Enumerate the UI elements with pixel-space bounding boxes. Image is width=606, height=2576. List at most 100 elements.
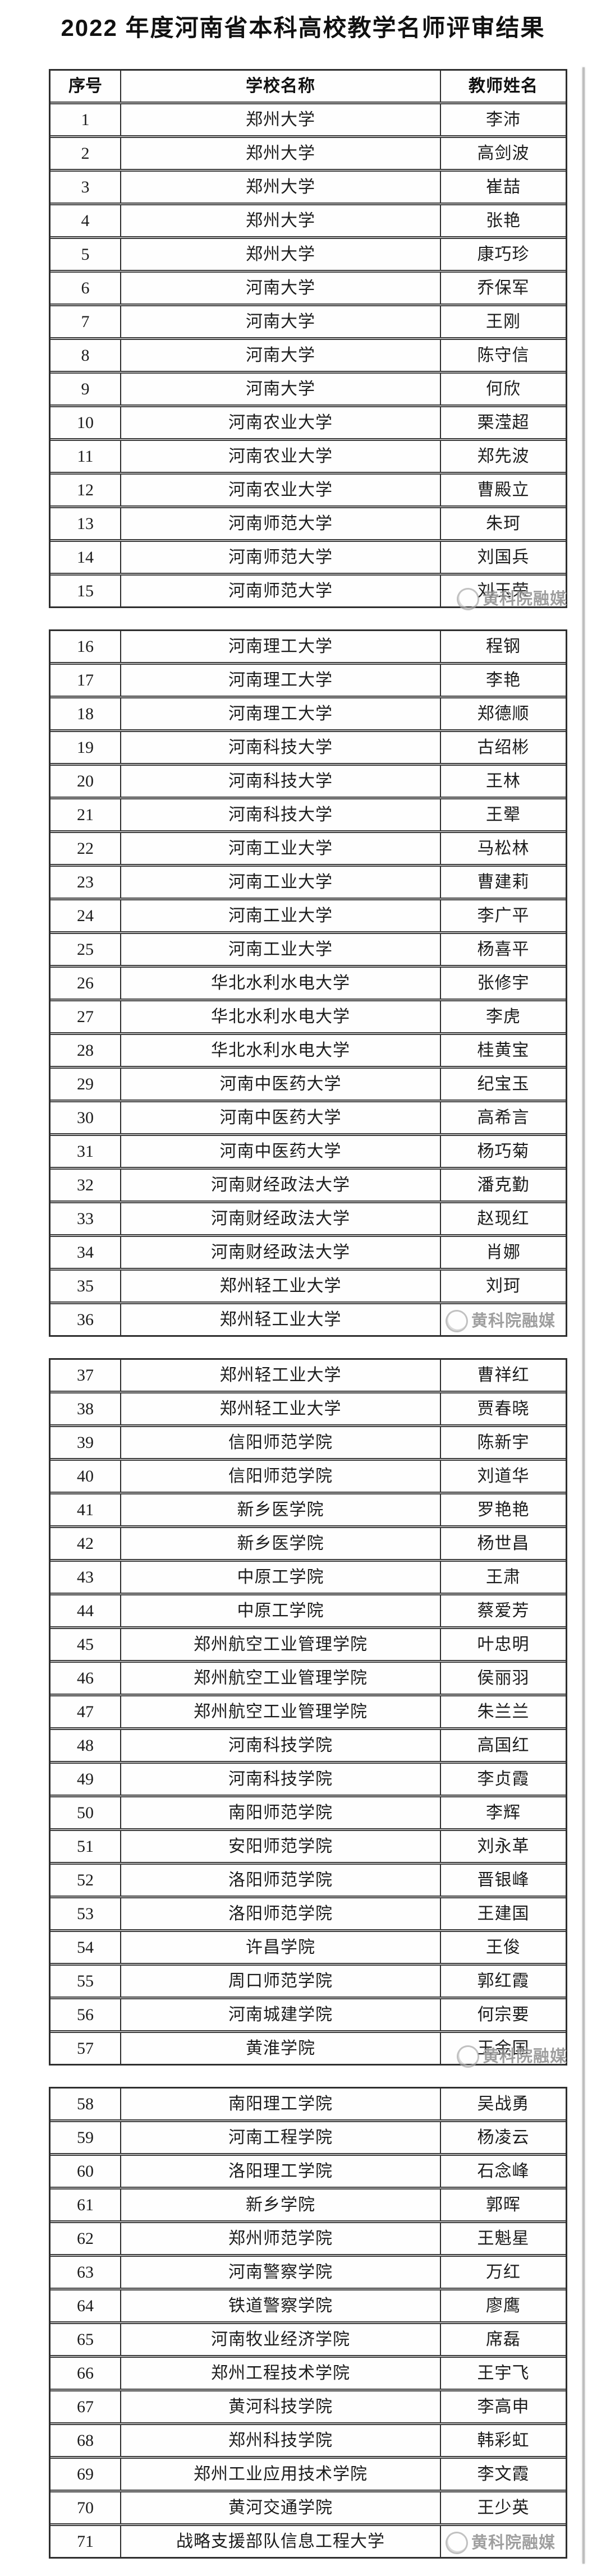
cell-no: 40 [50, 1461, 121, 1492]
cell-teacher: 黄科院融媒 [441, 2526, 566, 2557]
cell-teacher: 张修宇 [477, 973, 530, 992]
table-row: 56 河南城建学院 何宗要 [50, 1997, 566, 2030]
cell-no: 55 [50, 1966, 121, 1997]
cell-school: 河南师范大学 [121, 576, 441, 606]
cell-teacher: 何宗要 [477, 2005, 530, 2024]
cell-no: 10 [50, 407, 121, 438]
table-row: 58 南阳理工学院 吴战勇 [50, 2089, 566, 2119]
table-row: 34 河南财经政法大学 肖娜 [50, 1234, 566, 1268]
watermark-logo-icon [454, 586, 481, 613]
cell-school: 河南科技大学 [121, 766, 441, 797]
cell-no: 42 [50, 1528, 121, 1559]
cell-school: 安阳师范学院 [121, 1831, 441, 1862]
cell-no: 20 [50, 766, 121, 797]
cell-school: 铁道警察学院 [121, 2290, 441, 2321]
cell-no: 12 [50, 475, 121, 505]
cell-teacher: 曹建莉 [477, 872, 530, 891]
cell-no: 16 [50, 631, 121, 662]
cell-no: 39 [50, 1427, 121, 1458]
cell-school: 河南工业大学 [121, 934, 441, 965]
cell-school: 河南工业大学 [121, 900, 441, 931]
table-row: 66 郑州工程技术学院 王宇飞 [50, 2355, 566, 2389]
cell-school: 信阳师范学院 [121, 1427, 441, 1458]
watermark-logo-icon [443, 1308, 470, 1335]
cell-school: 华北水利水电大学 [121, 1035, 441, 1066]
cell-no: 56 [50, 1999, 121, 2030]
cell-teacher: 王建国 [477, 1904, 530, 1923]
table-row: 36 郑州轻工业大学 黄科院融媒 [50, 1301, 566, 1335]
cell-no: 58 [50, 2089, 121, 2119]
table-row: 52 洛阳师范学院 晋银峰 [50, 1862, 566, 1896]
cell-school: 郑州师范学院 [121, 2223, 441, 2254]
table-row: 3 郑州大学 崔喆 [50, 169, 566, 203]
cell-teacher: 朱珂 [486, 514, 521, 533]
table-row: 63 河南警察学院 万红 [50, 2254, 566, 2288]
table-row: 64 铁道警察学院 廖鹰 [50, 2288, 566, 2321]
cell-school: 新乡医学院 [121, 1494, 441, 1525]
cell-school: 黄淮学院 [121, 2033, 441, 2064]
cell-school: 郑州工业应用技术学院 [121, 2459, 441, 2490]
cell-teacher: 郭晖 [486, 2195, 521, 2214]
cell-teacher: 郑德顺 [477, 704, 530, 723]
cell-teacher: 曹祥红 [477, 1365, 530, 1384]
cell-teacher: 李沛 [486, 110, 521, 129]
cell-no: 17 [50, 665, 121, 696]
cell-no: 9 [50, 374, 121, 404]
cell-school: 郑州大学 [121, 205, 441, 236]
table-header-row: 序号 学校名称 教师姓名 [50, 71, 566, 102]
cell-school: 河南科技学院 [121, 1730, 441, 1761]
table-row: 53 洛阳师范学院 王建国 [50, 1896, 566, 1929]
cell-no: 24 [50, 900, 121, 931]
cell-no: 28 [50, 1035, 121, 1066]
table-row: 13 河南师范大学 朱珂 [50, 505, 566, 539]
cell-school: 河南牧业经济学院 [121, 2324, 441, 2355]
cell-no: 35 [50, 1271, 121, 1301]
cell-teacher: 王林 [486, 771, 521, 790]
cell-teacher: 张艳 [486, 211, 521, 230]
cell-teacher: 万红 [486, 2262, 521, 2281]
cell-no: 38 [50, 1393, 121, 1424]
cell-teacher: 韩彩虹 [477, 2431, 530, 2450]
cell-school: 战略支援部队信息工程大学 [121, 2526, 441, 2557]
cell-no: 30 [50, 1102, 121, 1133]
watermark-text: 黄科院融媒 [471, 2533, 556, 2552]
table-section: 序号 学校名称 教师姓名 1 郑州大学 李沛 2 郑州大学 高剑波 3 郑州大学 崔喆 4 郑州大学 张艳 5… [49, 69, 567, 613]
watermark-logo-icon [443, 2529, 470, 2556]
cell-no: 50 [50, 1797, 121, 1828]
cell-teacher: 晋银峰 [477, 1870, 530, 1889]
table-section: 16 河南理工大学 程钢 17 河南理工大学 李艳 18 河南理工大学 郑德顺 19 河南科技大学古… [49, 629, 567, 1337]
watermark: 黄科院融媒 [443, 1308, 556, 1335]
table-row: 59 河南工程学院 杨凌云 [50, 2119, 566, 2153]
cell-teacher: 蔡爱芳 [477, 1601, 530, 1620]
table-row: 42 新乡医学院 杨世昌 [50, 1525, 566, 1559]
cell-no: 60 [50, 2156, 121, 2187]
header-no: 序号 [50, 71, 121, 102]
cell-no: 66 [50, 2358, 121, 2389]
watermark-logo-icon [454, 2043, 481, 2070]
cell-no: 48 [50, 1730, 121, 1761]
cell-school: 郑州大学 [121, 104, 441, 135]
cell-no: 21 [50, 799, 121, 830]
cell-school: 河南财经政法大学 [121, 1203, 441, 1234]
cell-school: 河南科技大学 [121, 732, 441, 763]
cell-no: 54 [50, 1932, 121, 1963]
table-row: 23 河南工业大学 曹建莉 [50, 864, 566, 898]
cell-no: 4 [50, 205, 121, 236]
cell-teacher: 曹殿立 [477, 480, 530, 499]
table-row: 61 新乡学院 郭晖 [50, 2187, 566, 2220]
cell-teacher: 侯丽羽 [477, 1668, 530, 1687]
table-row: 50 南阳师范学院 李辉 [50, 1795, 566, 1828]
cell-no: 51 [50, 1831, 121, 1862]
scan-artifact-line [582, 67, 585, 2564]
cell-school: 河南城建学院 [121, 1999, 441, 2030]
cell-no: 65 [50, 2324, 121, 2355]
cell-teacher: 王宇飞 [477, 2363, 530, 2382]
table-row: 5 郑州大学 康巧珍 [50, 236, 566, 270]
table-row: 8 河南大学 陈守信 [50, 337, 566, 371]
cell-school: 河南警察学院 [121, 2257, 441, 2288]
table-row: 68 郑州科技学院 韩彩虹 [50, 2422, 566, 2456]
cell-teacher: 王翚 [486, 805, 521, 824]
cell-school: 河南中医药大学 [121, 1102, 441, 1133]
cell-no: 11 [50, 441, 121, 472]
table-row: 32 河南财经政法大学 潘克勤 [50, 1167, 566, 1200]
